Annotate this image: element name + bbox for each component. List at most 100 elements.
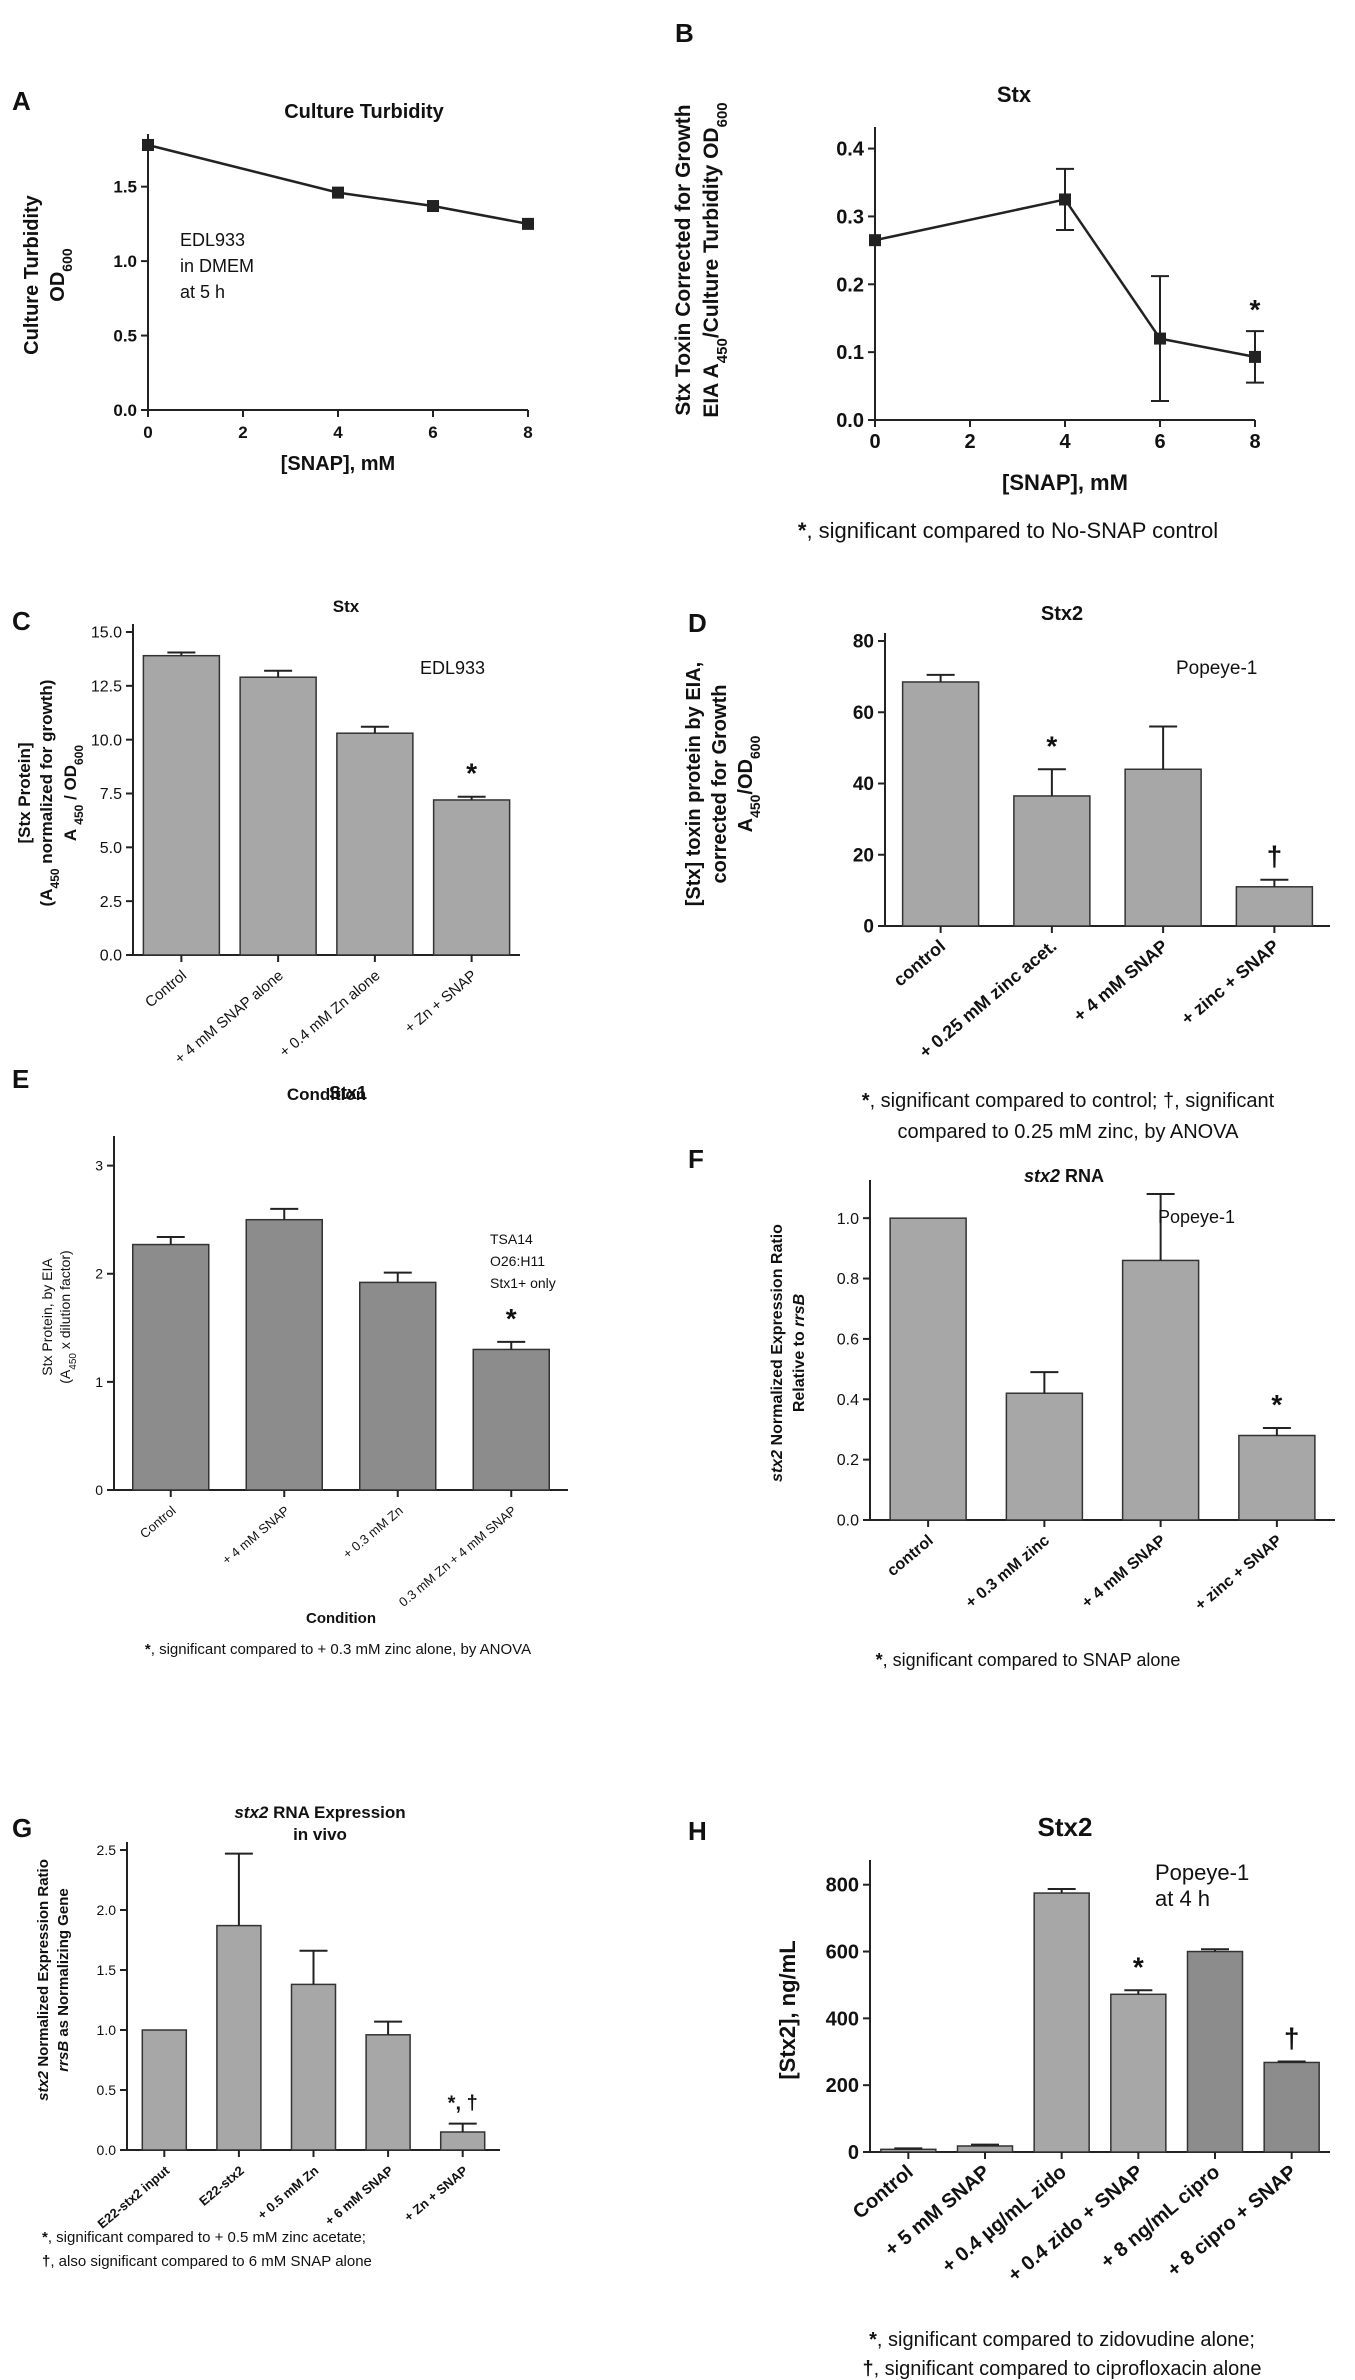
axis-label: Stx Toxin Corrected for Growth [672,104,695,415]
title-gene: stx2 [234,1803,269,1822]
label-part: as Normalizing Gene [55,1888,72,2041]
y-tick-label: 0.5 [97,2082,117,2098]
footnote: †, significant compared to ciprofloxacin… [862,2358,1261,2380]
annotation: O26:H11 [490,1253,545,1269]
label-part: /OD [735,759,757,795]
chart-panel-e: E Stx1 0 1 2 3 Control + 4 mM SNAP + 0.3 mM Zn0.… [12,1064,568,1658]
label-part: A [735,818,757,832]
axis-label: EIA A450/Culture Turbidity OD600 [700,102,731,417]
data-point [522,217,534,230]
footnote-text: , significant compared to SNAP alone [883,1650,1181,1670]
bar [359,1281,437,1491]
axis-label: OD600 [47,248,75,302]
annotation: Stx1+ only [490,1275,556,1291]
series-line [874,198,1256,359]
bar [1235,886,1314,927]
y-tick-label: 1.0 [113,252,137,271]
label-part: corrected for Growth [709,685,731,884]
bar [880,2148,937,2153]
y-tick-label: 1.5 [97,1962,117,1978]
label-part: EIA A [700,363,723,417]
data-point [1249,350,1261,363]
bar [365,2034,411,2151]
y-tick-label: 2.5 [100,894,122,911]
bar [901,681,980,927]
bar [1121,1259,1200,1521]
y-tick-label: 20 [853,845,874,866]
y-tick-label: 10.0 [91,732,122,749]
annotation: in DMEM [180,256,254,276]
title-gene: stx2 [1024,1166,1060,1186]
y-tick-label: 200 [826,2075,859,2097]
chart-title: stx2 RNA Expression [234,1803,405,1822]
label-part: Culture Turbidity [21,194,43,354]
chart-title: Stx [333,597,360,616]
y-tick-label: 0 [95,1482,103,1498]
label-part: Stx Protein, by EIA [39,1258,55,1376]
significance-marker: † [1267,841,1283,872]
y-tick-label: 80 [853,632,874,653]
y-tick-label: 0 [863,917,874,938]
label-part: stx2 [35,2070,52,2101]
y-tick-label: 600 [826,1942,859,1964]
y-tick-label: 0.2 [836,274,864,296]
annotation: Popeye-1 [1176,658,1257,679]
y-tick-label: 0.3 [836,206,864,228]
y-tick-label: 1.5 [113,178,137,197]
subscript: 600 [747,735,763,759]
x-tick-label: 4 [333,423,343,442]
footnote: compared to 0.25 mM zinc, by ANOVA [898,1121,1240,1143]
chart-title: Stx [997,82,1032,107]
axis-label: stx2 Normalized Expression Ratio [769,1224,786,1482]
label-part: Stx Toxin Corrected for Growth [672,104,695,415]
chart-panel-a: A Culture Turbidity 0.0 0.5 1.0 1.5 0 2 4 6 8 [SNAP… [12,86,534,475]
x-tick-label: 6 [1154,431,1165,453]
y-tick-label: 2.5 [97,1842,117,1858]
significance-marker: * [1250,294,1261,325]
category-label: Control [137,1503,179,1542]
annotation: Popeye-1 [1155,1860,1249,1885]
category-label: E22-stx2 [196,2163,247,2209]
chart-panel-c: C Stx 0.0 2.5 5.0 7.5 10.0 12.5 15.0 Control+ 4 m… [12,597,520,1104]
label-part: / OD [61,765,80,805]
data-point [332,186,344,199]
label-part: rrsB [55,2041,72,2072]
footnote-symbol: † [42,2253,50,2270]
label-part: normalized for growth) [37,680,56,869]
label-part: Normalized Expression Ratio [769,1224,786,1450]
label-part: [Stx2], ng/mL [775,1940,800,2079]
axis-label: A450/OD600 [735,735,763,832]
footnote: *, significant compared to zidovudine al… [869,2329,1255,2351]
subscript: 600 [59,248,75,272]
annotation: at 5 h [180,282,225,302]
axis-label: Stx Protein, by EIA [39,1258,55,1376]
axis-label: Relative to rrsB [791,1294,808,1412]
category-label: + 4 mM SNAP alone [172,967,287,1067]
category-label: + 0.3 mM Zn [340,1503,406,1562]
axis-label: stx2 Normalized Expression Ratio [35,1859,52,2101]
y-tick-label: 0.0 [837,1513,859,1530]
x-tick-label: 6 [428,423,437,442]
y-tick-label: 0.8 [837,1271,859,1288]
y-tick-label: 0.0 [113,401,137,420]
bar [1238,1434,1316,1521]
series-line [147,143,529,226]
x-axis-title: Condition [287,1085,366,1104]
data-point [869,234,881,247]
bar [1186,1950,1244,2153]
y-tick-label: 0.4 [837,1392,859,1409]
y-tick-label: 0.0 [100,948,122,965]
y-tick-label: 15.0 [91,625,122,642]
category-label: control [884,1532,936,1580]
footnote-symbol: * [876,1650,883,1670]
y-tick-label: 5.0 [100,840,122,857]
category-label: control [890,936,950,991]
x-tick-label: 4 [1059,431,1071,453]
panel-letter: E [12,1064,29,1094]
bar [141,2029,188,2151]
footnote: *, significant compared to SNAP alone [876,1650,1181,1670]
footnote-symbol: * [862,1090,870,1112]
category-label: + 0.3 mM zinc [963,1532,1053,1612]
